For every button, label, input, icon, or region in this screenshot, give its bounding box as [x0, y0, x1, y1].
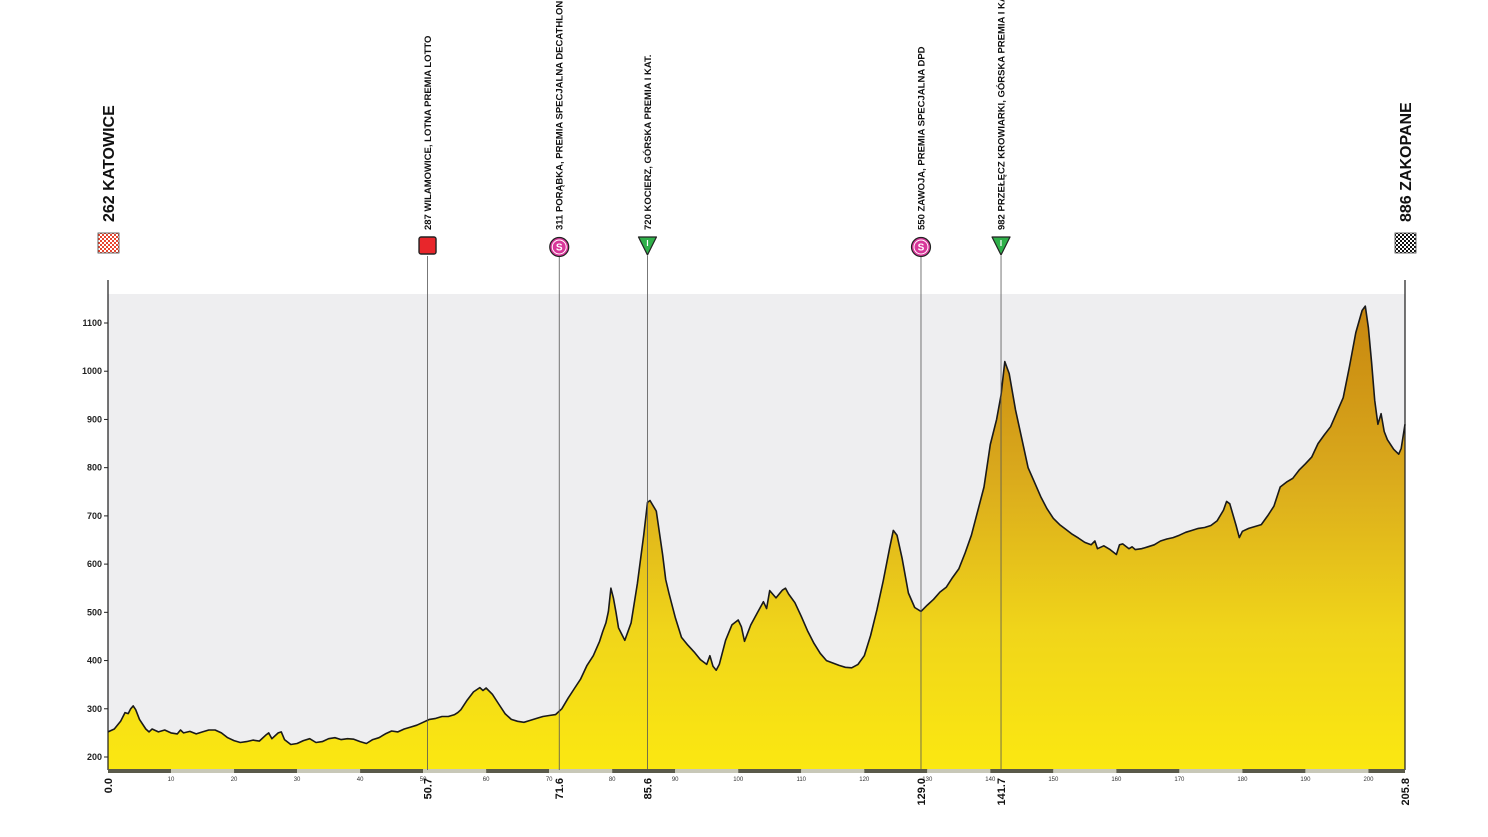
scale-segment	[360, 769, 424, 773]
mountain-triangle-icon	[637, 236, 658, 256]
scale-segment	[171, 769, 235, 773]
scale-segment	[864, 769, 928, 773]
mountain-badge-text: I	[1000, 239, 1002, 248]
x-tick-label: 80	[609, 777, 616, 783]
mountain-badge-text: I	[646, 239, 648, 248]
start-city-label: 262 KATOWICE	[101, 105, 118, 222]
checkpoint-group: 287 WILAMOWICE, LOTNA PREMIA LOTTO S 311 P…	[418, 0, 1011, 770]
x-tick-group: 10 20 30 40 50 60 70 80 90 100 110 120 130 140 150 160 1…	[168, 777, 1374, 783]
km-milestone-label: 50.7	[423, 778, 435, 799]
scale-segment	[108, 769, 172, 773]
sprint-square-icon	[418, 236, 437, 255]
km-milestone-label: 129.0	[916, 778, 928, 806]
y-tick-label: 500	[87, 607, 102, 617]
scale-segment	[990, 769, 1054, 773]
y-tick-label: 400	[87, 656, 102, 666]
x-tick-label: 180	[1237, 777, 1248, 783]
x-tick-label: 160	[1111, 777, 1122, 783]
x-tick-label: 120	[859, 777, 870, 783]
endpoint-group: 262 KATOWICE 886 ZAKOPANE	[97, 102, 1417, 254]
x-tick-label: 90	[672, 777, 679, 783]
elevation-area	[108, 306, 1405, 770]
scale-segment	[1305, 769, 1369, 773]
checkpoint-label: 982 PRZEŁĘCZ KROWIARKI, GÓRSKA PREMIA I …	[996, 0, 1008, 230]
scale-segment	[423, 769, 487, 773]
x-tick-label: 110	[796, 777, 806, 783]
scale-segment	[612, 769, 676, 773]
scale-segment	[1116, 769, 1180, 773]
special-prize-badge-text: S	[556, 243, 563, 254]
x-tick-label: 190	[1300, 777, 1311, 783]
km-milestone-label: 205.8	[1400, 778, 1412, 806]
x-tick-label: 130	[922, 777, 933, 783]
y-tick-label: 1000	[82, 366, 102, 376]
x-tick-label: 70	[546, 777, 553, 783]
distance-scale-bar	[108, 769, 1405, 773]
scale-segment	[297, 769, 361, 773]
km-milestone-label: 0.0	[103, 778, 115, 793]
special-prize-badge-text: S	[918, 243, 925, 254]
y-tick-label: 1100	[82, 318, 102, 328]
y-tick-label: 700	[87, 511, 102, 521]
scale-segment	[801, 769, 865, 773]
special-prize-ring	[551, 239, 567, 255]
x-tick-label: 150	[1048, 777, 1059, 783]
scale-segment	[1242, 769, 1306, 773]
x-tick-label: 30	[294, 777, 301, 783]
y-tick-label: 200	[87, 752, 102, 762]
x-tick-label: 60	[483, 777, 490, 783]
km-milestone-label: 85.6	[642, 778, 654, 799]
checkered-black-flag-icon	[1394, 232, 1417, 254]
scale-segment	[675, 769, 739, 773]
y-tick-label: 800	[87, 463, 102, 473]
x-tick-label: 50	[420, 777, 427, 783]
x-tick-label: 20	[231, 777, 238, 783]
checkpoint-label: 287 WILAMOWICE, LOTNA PREMIA LOTTO	[423, 36, 434, 230]
y-tick-label: 300	[87, 704, 102, 714]
scale-segment	[927, 769, 991, 773]
y-tick-label: 900	[87, 414, 102, 424]
y-tick-label: 600	[87, 559, 102, 569]
scale-segment	[1179, 769, 1243, 773]
special-prize-ring	[913, 239, 929, 255]
milestone-group: 0.0 50.7 71.6 85.6 129.0 141.7 205.8	[103, 778, 1412, 806]
checkpoint-label: 311 PORĄBKA, PREMIA SPECJALNA DECATHLON	[555, 1, 566, 230]
scale-segment	[738, 769, 802, 773]
scale-segment	[486, 769, 550, 773]
km-milestone-label: 71.6	[554, 778, 566, 799]
x-tick-label: 140	[985, 777, 996, 783]
scale-segment	[234, 769, 298, 773]
x-tick-label: 200	[1363, 777, 1374, 783]
checkpoint-label: 720 KOCIERZ, GÓRSKA PREMIA I KAT.	[642, 55, 654, 230]
x-tick-label: 40	[357, 777, 364, 783]
mountain-triangle-icon	[991, 236, 1011, 256]
y-tick-group: 200 300 400 500 600 700 800 900 1000 1100	[82, 318, 108, 762]
x-tick-label: 170	[1174, 777, 1185, 783]
finish-city-label: 886 ZAKOPANE	[1398, 102, 1415, 222]
scale-segment	[1053, 769, 1117, 773]
checkered-red-flag-icon	[97, 232, 120, 254]
km-milestone-label: 141.7	[996, 778, 1008, 806]
scale-segment	[549, 769, 613, 773]
scale-segment	[1368, 769, 1405, 773]
elevation-line	[107, 305, 1406, 746]
checkpoint-label: 550 ZAWOJA, PREMIA SPECJALNA DPD	[916, 46, 927, 230]
x-tick-label: 10	[168, 777, 175, 783]
x-tick-label: 100	[733, 777, 744, 783]
